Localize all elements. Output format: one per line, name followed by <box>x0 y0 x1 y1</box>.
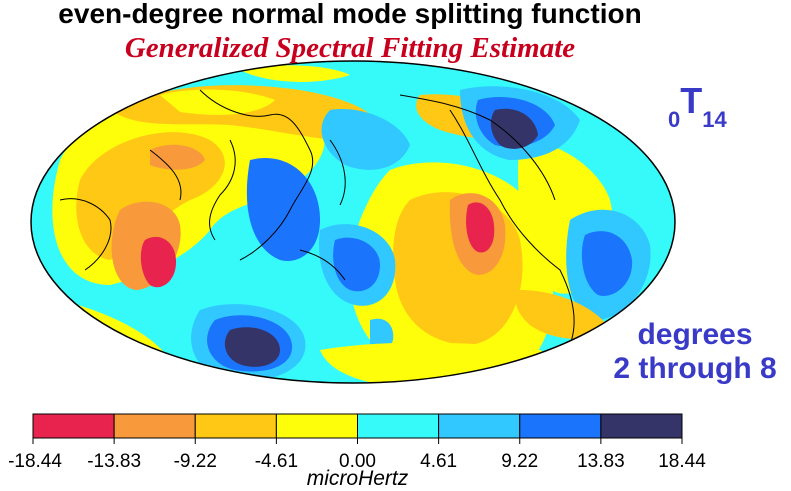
colorbar-swatch <box>357 413 440 439</box>
colorbar-tick-label: 13.83 <box>577 451 625 472</box>
colorbar-tick-label: 0.00 <box>339 451 376 472</box>
colorbar <box>32 413 683 444</box>
degrees-line2: 2 through 8 <box>613 352 777 385</box>
colorbar-swatch <box>600 413 683 439</box>
mode-type: T <box>680 80 703 121</box>
colorbar-swatch <box>194 413 277 439</box>
map-title: even-degree normal mode splitting functi… <box>58 0 642 29</box>
mode-overtone: 0 <box>668 107 681 132</box>
colorbar-swatch <box>519 413 602 439</box>
colorbar-swatch <box>32 413 115 439</box>
colorbar-swatch <box>113 413 196 439</box>
colorbar-tick-label: 4.61 <box>420 451 458 472</box>
map-outline <box>30 60 676 384</box>
colorbar-tick-label: 18.44 <box>658 451 706 472</box>
degrees-label: degrees 2 through 8 <box>600 318 790 386</box>
colorbar-swatch <box>275 413 358 439</box>
colorbar-unit-label: microHertz <box>306 467 409 490</box>
degrees-line1: degrees <box>637 318 753 351</box>
colorbar-swatch <box>438 413 521 439</box>
coastlines <box>59 89 575 356</box>
colorbar-tick-label: -13.83 <box>87 451 142 472</box>
splitting-function-field <box>31 61 675 383</box>
colorbar-tick-label: -9.22 <box>173 451 217 472</box>
colorbar-tick-label: 9.22 <box>501 451 539 472</box>
mode-degree: 14 <box>702 107 727 132</box>
mode-label: 0T14 <box>668 80 727 133</box>
map-subtitle: Generalized Spectral Fitting Estimate <box>124 32 576 64</box>
colorbar-tick-label: -18.44 <box>8 451 62 472</box>
colorbar-tick-label: -4.61 <box>254 451 299 472</box>
